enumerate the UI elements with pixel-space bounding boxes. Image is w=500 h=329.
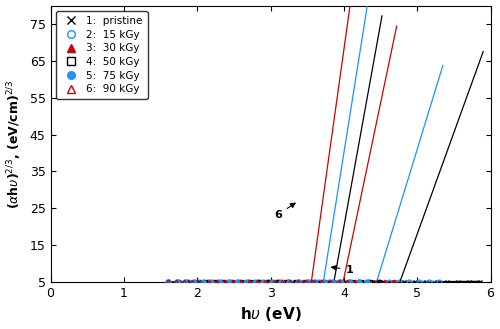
Text: 6: 6 <box>274 203 295 219</box>
Legend: 1:  pristine, 2:  15 kGy, 3:  30 kGy, 4:  50 kGy, 5:  75 kGy, 6:  90 kGy: 1: pristine, 2: 15 kGy, 3: 30 kGy, 4: 50… <box>56 11 148 99</box>
Y-axis label: ($\alpha$h$\upsilon$)$^{2/3}$, (eV/cm)$^{2/3}$: ($\alpha$h$\upsilon$)$^{2/3}$, (eV/cm)$^… <box>6 79 24 209</box>
Text: 1: 1 <box>332 265 353 275</box>
X-axis label: h$\upsilon$ (eV): h$\upsilon$ (eV) <box>240 305 302 323</box>
